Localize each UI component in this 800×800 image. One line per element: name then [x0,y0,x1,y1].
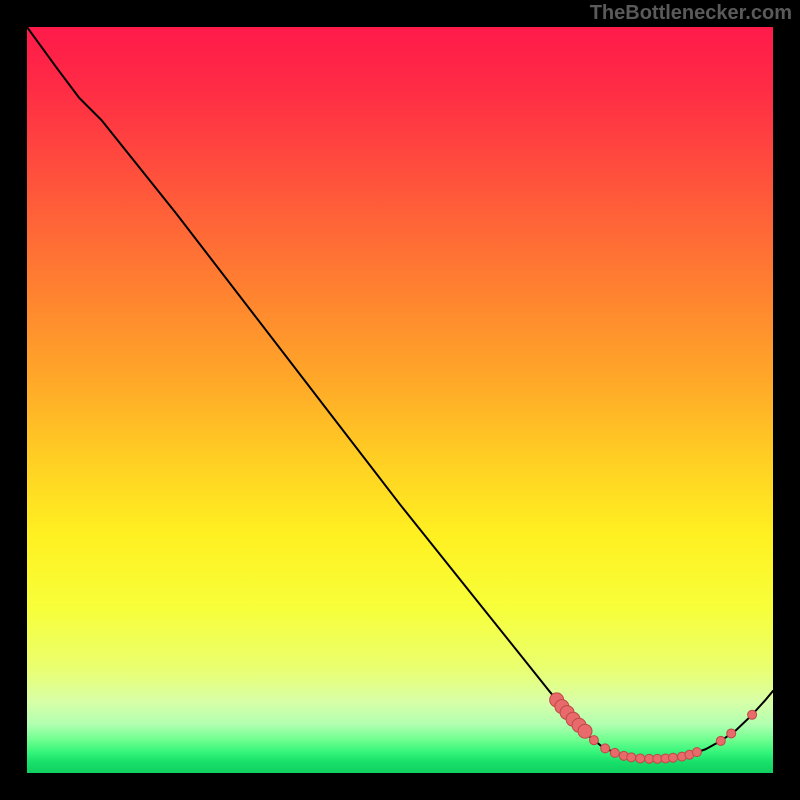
data-marker [601,744,610,753]
data-marker [636,754,645,763]
plot-area [27,27,773,773]
data-marker [716,736,725,745]
data-marker [610,748,619,757]
data-marker [692,748,701,757]
watermark-text: TheBottlenecker.com [590,2,792,25]
data-marker [653,754,662,763]
data-marker [578,724,592,738]
data-marker [748,710,757,719]
data-marker [627,753,636,762]
data-marker [669,753,678,762]
data-marker [589,736,598,745]
chart-svg [27,27,773,773]
data-marker [645,754,654,763]
chart-container: TheBottlenecker.com [0,0,800,800]
gradient-background [27,27,773,773]
data-marker [727,729,736,738]
